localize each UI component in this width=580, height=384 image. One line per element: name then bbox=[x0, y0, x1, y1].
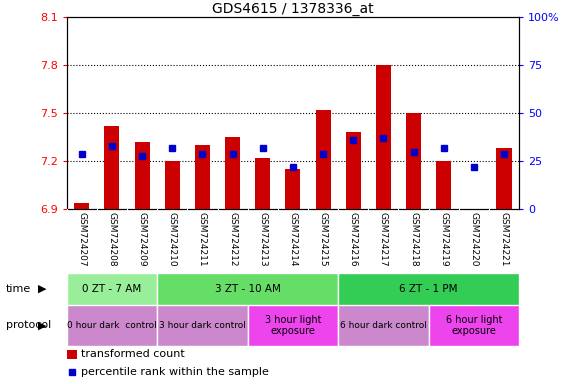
Bar bbox=[338, 273, 519, 305]
Text: 3 ZT - 10 AM: 3 ZT - 10 AM bbox=[215, 284, 281, 294]
Text: GSM724213: GSM724213 bbox=[258, 212, 267, 267]
Text: GSM724219: GSM724219 bbox=[439, 212, 448, 267]
Bar bbox=[406, 113, 421, 209]
Text: GSM724208: GSM724208 bbox=[107, 212, 117, 267]
Bar bbox=[67, 350, 77, 359]
Text: 0 hour dark  control: 0 hour dark control bbox=[67, 321, 157, 330]
Text: GSM724209: GSM724209 bbox=[137, 212, 147, 267]
Bar bbox=[285, 169, 300, 209]
Text: 6 hour dark control: 6 hour dark control bbox=[340, 321, 427, 330]
Bar bbox=[376, 65, 391, 209]
Bar bbox=[74, 203, 89, 209]
Text: GSM724221: GSM724221 bbox=[499, 212, 509, 267]
Text: 6 hour light
exposure: 6 hour light exposure bbox=[445, 314, 502, 336]
Text: 3 hour dark control: 3 hour dark control bbox=[159, 321, 246, 330]
Bar bbox=[346, 132, 361, 209]
Bar bbox=[255, 158, 270, 209]
Text: GSM724211: GSM724211 bbox=[198, 212, 207, 267]
Text: time: time bbox=[6, 284, 31, 294]
Text: 6 ZT - 1 PM: 6 ZT - 1 PM bbox=[400, 284, 458, 294]
Bar bbox=[248, 305, 338, 346]
Text: ▶: ▶ bbox=[38, 284, 46, 294]
Text: GSM724220: GSM724220 bbox=[469, 212, 478, 267]
Text: ▶: ▶ bbox=[38, 320, 46, 331]
Bar bbox=[135, 142, 150, 209]
Bar bbox=[67, 305, 157, 346]
Text: 3 hour light
exposure: 3 hour light exposure bbox=[264, 314, 321, 336]
Text: transformed count: transformed count bbox=[81, 349, 185, 359]
Bar bbox=[429, 305, 519, 346]
Bar bbox=[157, 305, 248, 346]
Bar bbox=[436, 161, 451, 209]
Bar bbox=[338, 305, 429, 346]
Text: percentile rank within the sample: percentile rank within the sample bbox=[81, 366, 269, 377]
Bar bbox=[157, 273, 338, 305]
Bar bbox=[225, 137, 240, 209]
Text: 0 ZT - 7 AM: 0 ZT - 7 AM bbox=[82, 284, 142, 294]
Bar bbox=[67, 273, 157, 305]
Title: GDS4615 / 1378336_at: GDS4615 / 1378336_at bbox=[212, 2, 374, 16]
Text: GSM724214: GSM724214 bbox=[288, 212, 298, 267]
Bar bbox=[316, 110, 331, 209]
Text: GSM724215: GSM724215 bbox=[318, 212, 328, 267]
Bar bbox=[165, 161, 180, 209]
Text: GSM724216: GSM724216 bbox=[349, 212, 358, 267]
Bar bbox=[195, 145, 210, 209]
Text: GSM724217: GSM724217 bbox=[379, 212, 388, 267]
Text: GSM724207: GSM724207 bbox=[77, 212, 86, 267]
Text: GSM724212: GSM724212 bbox=[228, 212, 237, 267]
Bar bbox=[496, 149, 512, 209]
Text: GSM724218: GSM724218 bbox=[409, 212, 418, 267]
Text: GSM724210: GSM724210 bbox=[168, 212, 177, 267]
Text: protocol: protocol bbox=[6, 320, 51, 331]
Bar bbox=[104, 126, 119, 209]
